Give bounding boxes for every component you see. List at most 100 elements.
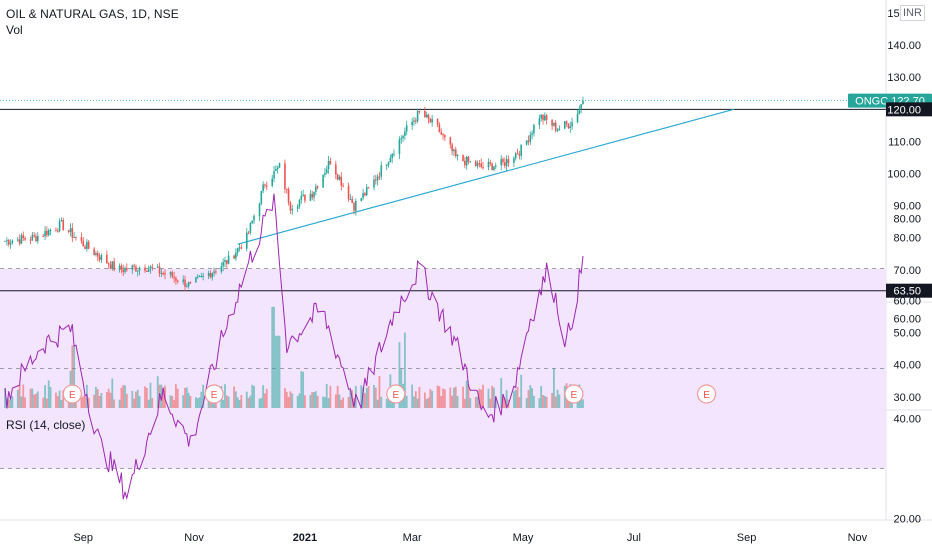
volume-bar: [296, 395, 299, 408]
candle-body: [20, 235, 23, 244]
candle-body: [253, 216, 255, 221]
price-tick-label: 140.00: [887, 40, 921, 52]
volume-bar: [96, 389, 99, 408]
candle-body: [7, 240, 10, 245]
candle-body: [462, 154, 464, 161]
volume-bar: [98, 395, 101, 408]
volume-bar: [118, 399, 121, 408]
candle-body: [287, 189, 290, 203]
volume-bar: [538, 398, 541, 408]
volume-bar: [373, 384, 375, 408]
candle-body: [251, 220, 254, 223]
volume-bar: [364, 393, 366, 408]
candle-body: [425, 114, 428, 118]
volume-bar: [567, 396, 570, 408]
volume-bar: [349, 389, 352, 408]
volume-bar: [427, 397, 430, 408]
volume-bar: [105, 392, 108, 408]
candle-body: [571, 122, 573, 127]
candle-body: [449, 137, 452, 145]
volume-bar: [551, 393, 553, 408]
candle-body: [171, 272, 174, 277]
volume-bar: [416, 398, 419, 408]
candle-body: [402, 135, 404, 139]
candle-body: [335, 164, 337, 175]
candle-body: [136, 270, 139, 272]
volume-bar: [500, 377, 503, 408]
candle-body: [476, 163, 479, 167]
volume-bar: [525, 398, 528, 408]
candle-body: [298, 199, 301, 207]
candle-body: [416, 110, 419, 122]
volume-bar: [514, 389, 517, 408]
volume-bar: [147, 399, 150, 408]
candle-body: [249, 222, 252, 233]
volume-bar: [71, 345, 74, 408]
candle-body: [195, 277, 197, 283]
candle-body: [211, 273, 214, 278]
volume-bar: [7, 399, 10, 408]
volume-bar: [200, 391, 203, 408]
candle-body: [444, 135, 446, 138]
candle-body: [222, 261, 224, 267]
volume-bar: [520, 374, 523, 408]
volume-bar: [449, 387, 452, 408]
candle-body: [56, 230, 59, 232]
trendline[interactable]: [237, 108, 734, 245]
volume-bar: [133, 398, 136, 408]
candle-body: [31, 235, 34, 241]
candle-body: [138, 267, 141, 271]
candle-body: [442, 134, 444, 136]
volume-bar: [425, 398, 428, 408]
volume-bar: [227, 396, 230, 408]
candle-body: [464, 160, 466, 166]
volume-bar: [260, 398, 263, 408]
volume-bar: [222, 399, 225, 408]
volume-bar: [482, 384, 484, 408]
candle-body: [504, 162, 506, 166]
candle-body: [147, 268, 150, 272]
earnings-marker: [696, 384, 717, 404]
candle-body: [576, 113, 579, 123]
volume-bar: [284, 388, 286, 408]
rsi-band: [0, 268, 886, 469]
candle-body: [124, 267, 126, 272]
candle-body: [175, 277, 177, 281]
volume-bars[interactable]: [4, 306, 584, 408]
volume-bar: [156, 376, 159, 408]
candle-body: [49, 230, 52, 232]
candle-body: [380, 165, 383, 177]
axes: 150.00140.00130.00120.00110.00100.0090.0…: [73, 8, 921, 544]
earnings-marker: [204, 384, 224, 404]
volume-bar: [35, 393, 37, 408]
candle-body: [398, 139, 401, 154]
volume-bar: [403, 332, 406, 408]
candle-body: [75, 236, 77, 238]
volume-bar: [173, 399, 175, 408]
candle-body: [58, 221, 61, 232]
volume-bar: [385, 398, 388, 408]
horizontal-lines[interactable]: [0, 100, 886, 292]
volume-bar: [276, 335, 279, 408]
volume-bar: [478, 388, 481, 408]
candle-body: [578, 108, 581, 114]
hline-badge-text: 120.00: [887, 104, 921, 116]
volume-bar: [109, 392, 112, 408]
candle-body: [273, 170, 275, 179]
candle-body: [100, 254, 103, 260]
candle-body: [375, 179, 377, 181]
candle-body: [111, 261, 114, 269]
volume-bar: [160, 384, 163, 408]
currency-label[interactable]: INR: [900, 5, 925, 21]
candle-body: [342, 185, 344, 187]
candles[interactable]: [4, 96, 584, 292]
rsi-line[interactable]: [4, 193, 584, 501]
volume-bar: [207, 397, 210, 408]
volume-bar: [162, 387, 165, 408]
candle-body: [438, 124, 441, 133]
candle-body: [502, 159, 504, 163]
candle-body: [514, 153, 517, 159]
volume-bar: [187, 392, 190, 408]
